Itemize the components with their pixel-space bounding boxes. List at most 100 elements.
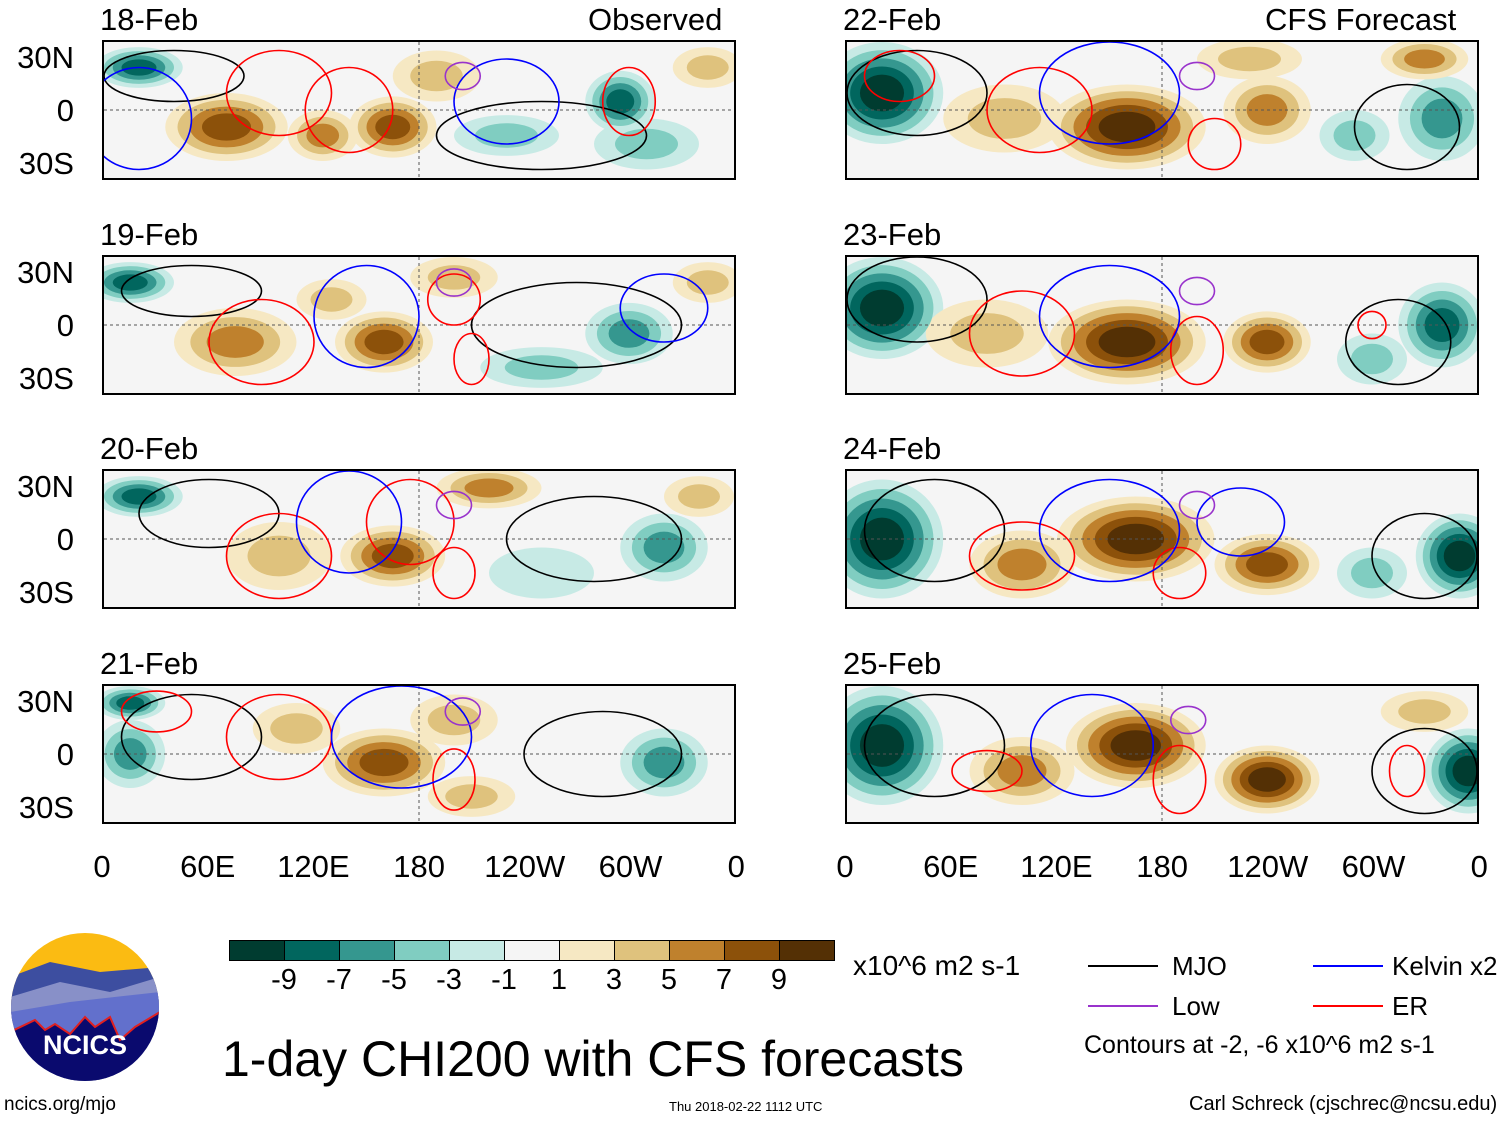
map-panel-21-Feb — [102, 684, 736, 824]
map-panel-24-Feb — [845, 469, 1479, 609]
lat-label: 0 — [56, 522, 74, 557]
low-contour — [1180, 62, 1215, 89]
low-contour — [437, 269, 472, 296]
anomaly-level — [270, 713, 323, 744]
colorbar-swatch — [669, 940, 725, 961]
panel-date: 23-Feb — [843, 217, 942, 252]
colorbar-label: 5 — [660, 964, 678, 996]
lat-label: 30S — [18, 361, 74, 396]
colorbar-label: 7 — [715, 964, 733, 996]
anomaly-map — [104, 257, 734, 393]
anomaly-level — [364, 329, 404, 355]
low-contour — [1180, 491, 1215, 518]
anomaly-map — [847, 42, 1477, 178]
timestamp: Thu 2018-02-22 1112 UTC — [669, 1099, 823, 1114]
anomaly-level — [1218, 46, 1281, 72]
colorbar-swatch — [559, 940, 615, 961]
mjo-contour — [507, 497, 682, 582]
lon-label: 60E — [923, 849, 979, 884]
anomaly-level — [859, 74, 905, 112]
er-contour — [1153, 548, 1206, 599]
mjo-contour — [865, 480, 1005, 582]
anomaly-level — [1098, 111, 1156, 143]
mjo-contour — [1355, 85, 1460, 170]
anomaly-level — [1452, 755, 1477, 787]
anomaly-level — [310, 287, 353, 312]
anomaly-level — [678, 484, 720, 509]
anomaly-level — [1248, 767, 1286, 792]
lon-label: 120E — [277, 849, 350, 884]
mjo-contour — [122, 695, 262, 780]
mjo-contour — [122, 266, 262, 317]
panel-date: 18-Feb — [100, 2, 199, 37]
anomaly-level — [427, 704, 481, 736]
colorbar-swatch — [394, 940, 450, 961]
er-contour — [865, 51, 935, 102]
lat-label: 0 — [56, 308, 74, 343]
anomaly-level — [112, 274, 148, 291]
legend-mjo-label: MJO — [1172, 951, 1227, 981]
kelvin-contour — [104, 68, 192, 170]
er-contour — [227, 514, 332, 599]
er-contour — [1390, 746, 1425, 797]
kelvin-contour — [1031, 695, 1154, 797]
low-contour — [445, 62, 480, 89]
mjo-contour — [847, 257, 987, 342]
lat-label: 30N — [17, 40, 74, 75]
mjo-contour — [1372, 729, 1477, 814]
anomaly-level — [247, 535, 311, 577]
low-contour — [437, 491, 472, 518]
anomaly-level — [686, 270, 729, 295]
anomaly-level — [1351, 343, 1393, 375]
lat-label: 30N — [17, 469, 74, 504]
legend-mjo-line — [1088, 965, 1158, 967]
colorbar-swatch — [724, 940, 780, 961]
anomaly-map — [104, 42, 734, 178]
kelvin-contour — [314, 266, 419, 368]
colorbar-label: 1 — [550, 964, 568, 996]
colorbar-swatch — [284, 940, 340, 961]
kelvin-contour — [1040, 42, 1180, 144]
figure-title: 1-day CHI200 with CFS forecasts — [222, 1031, 964, 1087]
lon-label: 60W — [1341, 849, 1406, 884]
er-contour — [227, 51, 332, 136]
er-contour — [122, 691, 192, 732]
site-link[interactable]: ncics.org/mjo — [4, 1094, 116, 1115]
colorbar-swatch — [779, 940, 835, 961]
panel-date: 24-Feb — [843, 431, 942, 466]
anomaly-level — [1246, 94, 1288, 126]
colorbar-label: -9 — [271, 964, 297, 996]
lon-label: 120E — [1020, 849, 1093, 884]
panel-date: 22-Feb — [843, 2, 942, 37]
ncics-logo: NCICS — [11, 933, 159, 1081]
er-contour — [970, 291, 1075, 376]
anomaly-level — [1404, 49, 1445, 69]
anomaly-level — [410, 60, 463, 92]
panel-date: 19-Feb — [100, 217, 199, 252]
anomaly-level — [1398, 699, 1451, 724]
lon-label: 180 — [393, 849, 445, 884]
er-contour — [433, 749, 475, 810]
anomaly-level — [859, 517, 905, 561]
mjo-contour — [1346, 300, 1451, 385]
lon-label: 60W — [598, 849, 663, 884]
anomaly-level — [306, 123, 340, 148]
lat-label: 30S — [18, 146, 74, 181]
low-contour — [1171, 706, 1206, 733]
lon-label: 0 — [836, 849, 854, 884]
mjo-contour — [472, 283, 682, 368]
er-contour — [1188, 119, 1241, 170]
anomaly-level — [1098, 326, 1156, 358]
panel-date: 25-Feb — [843, 646, 942, 681]
anomaly-level — [427, 265, 481, 290]
colorbar-swatch — [339, 940, 395, 961]
er-contour — [1358, 311, 1386, 338]
colorbar-label: -1 — [491, 964, 517, 996]
er-contour — [367, 480, 455, 565]
colorbar-swatch — [614, 940, 670, 961]
legend-low-line — [1088, 1005, 1158, 1007]
observed-header: Observed — [588, 2, 723, 37]
anomaly-level — [997, 548, 1047, 581]
er-contour — [952, 751, 1022, 792]
